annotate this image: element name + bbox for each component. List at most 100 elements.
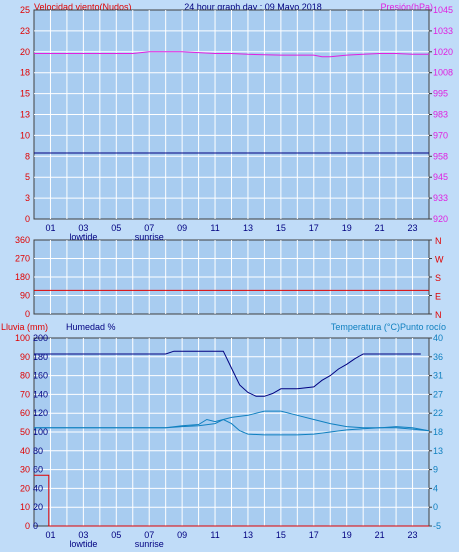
x-sub-label-lowtide: lowtide (69, 539, 97, 549)
wind-pressure-right-tick-label: 1045 (433, 5, 453, 15)
x-tick-label: 23 (408, 223, 418, 233)
wind-pressure-left-tick-label: 8 (25, 151, 30, 161)
x-tick-label: 23 (408, 530, 418, 540)
wind-direction-left-tick-label: 360 (15, 235, 30, 245)
humidity-tick-label: 200 (33, 333, 48, 343)
humidity-tick-label: 0 (33, 521, 38, 531)
wind-pressure-left-tick-label: 23 (20, 26, 30, 36)
humidity-axis-label: Humedad % (66, 322, 116, 332)
wind-pressure-right-tick-label: 1008 (433, 68, 453, 78)
rain-line (34, 474, 429, 527)
x-tick-label: 17 (309, 530, 319, 540)
wind-pressure-right-tick-label: 945 (433, 172, 448, 182)
rain-temp-right-tick-label: 0 (433, 502, 438, 512)
wind-direction-left-tick-label: 90 (20, 291, 30, 301)
wind-pressure-right-tick-label: 970 (433, 130, 448, 140)
humidity-line (34, 350, 421, 397)
rain-temp-left-tick-label: 100 (15, 333, 30, 343)
x-tick-label: 03 (78, 530, 88, 540)
x-tick-label: 21 (375, 530, 385, 540)
wind-pressure-left-tick-label: 13 (20, 110, 30, 120)
rain-temp-left-tick-label: 30 (20, 465, 30, 475)
wind-pressure-left-tick-label: 20 (20, 47, 30, 57)
pressure-axis-label: Presión(hPa) (380, 2, 433, 12)
humidity-tick-label: 180 (33, 352, 48, 362)
wind-direction-left-tick-label: 270 (15, 254, 30, 264)
rain-temp-left-tick-label: 70 (20, 389, 30, 399)
rain-temp-left-tick-label: 50 (20, 427, 30, 437)
humidity-tick-label: 80 (33, 446, 43, 456)
humidity-tick-label: 160 (33, 371, 48, 381)
wind-pressure-right-tick-label: 958 (433, 151, 448, 161)
wind-pressure-left-tick-label: 3 (25, 193, 30, 203)
rain-temp-left-tick-label: 40 (20, 446, 30, 456)
x-tick-label: 19 (342, 530, 352, 540)
rain-temp-right-tick-label: 22 (433, 408, 443, 418)
wind-pressure-right-tick-label: 933 (433, 193, 448, 203)
wind-pressure-left-tick-label: 15 (20, 89, 30, 99)
rain-temp-right-tick-label: 31 (433, 371, 443, 381)
x-tick-label: 21 (375, 223, 385, 233)
rain-temp-left-tick-label: 60 (20, 408, 30, 418)
rain-temp-right-tick-label: 9 (433, 465, 438, 475)
x-tick-label: 07 (144, 223, 154, 233)
x-tick-label: 11 (210, 223, 219, 233)
x-sub-label-sunrise: sunrise (135, 539, 164, 549)
series-lines (34, 51, 430, 527)
wind-pressure-right-tick-label: 995 (433, 89, 448, 99)
graph-title: 24 hour graph day : 09 Mayo 2018 (184, 2, 322, 12)
x-tick-label: 17 (309, 223, 319, 233)
x-tick-label: 05 (111, 530, 121, 540)
x-tick-label: 09 (177, 223, 187, 233)
humidity-tick-label: 60 (33, 465, 43, 475)
x-tick-label: 01 (45, 530, 55, 540)
wind-pressure-right-tick-label: 983 (433, 110, 448, 120)
wind-pressure-right-tick-label: 920 (433, 214, 448, 224)
wind-pressure-left-tick-label: 0 (25, 214, 30, 224)
wind-direction-left-tick-label: 0 (25, 309, 30, 319)
wind-pressure-left-tick-label: 25 (20, 5, 30, 15)
rain-temp-right-tick-label: 13 (433, 446, 443, 456)
wind-direction-left-tick-label: 180 (15, 272, 30, 282)
rain-temp-left-tick-label: 90 (20, 352, 30, 362)
pressure-line (34, 51, 429, 58)
x-tick-label: 15 (276, 223, 286, 233)
x-tick-label: 01 (45, 223, 55, 233)
wind-pressure-left-tick-label: 5 (25, 172, 30, 182)
x-tick-label: 13 (243, 223, 253, 233)
x-tick-label: 03 (78, 223, 88, 233)
wind-direction-letter: W (435, 255, 444, 265)
humidity-tick-label: 100 (33, 427, 48, 437)
wind-pressure-right-tick-label: 1033 (433, 26, 453, 36)
wind-pressure-left-tick-label: 10 (20, 130, 30, 140)
x-tick-label: 09 (177, 530, 187, 540)
x-tick-label: 15 (276, 530, 286, 540)
x-tick-label: 19 (342, 223, 352, 233)
x-tick-label: 07 (144, 530, 154, 540)
rain-temp-left-tick-label: 80 (20, 371, 30, 381)
x-sub-label-sunrise: sunrise (135, 232, 164, 242)
rain-temp-right-tick-label: 40 (433, 333, 443, 343)
rain-temp-right-tick-label: 18 (433, 427, 443, 437)
dewpoint-line (34, 418, 430, 436)
humidity-tick-label: 140 (33, 389, 48, 399)
rain-temp-right-tick-label: 27 (433, 389, 443, 399)
wind-direction-letter: S (435, 273, 441, 283)
rain-temp-left-tick-label: 10 (20, 502, 30, 512)
x-tick-label: 05 (111, 223, 121, 233)
humidity-tick-label: 40 (33, 483, 43, 493)
humidity-tick-label: 120 (33, 408, 48, 418)
grid-lines (34, 10, 429, 526)
wind-speed-axis-label: Velocidad viento(Nudos) (34, 2, 132, 12)
wind-pressure-right-tick-label: 1020 (433, 47, 453, 57)
rain-temp-right-tick-label: 4 (433, 483, 438, 493)
x-sub-label-lowtide: lowtide (69, 232, 97, 242)
rain-temp-left-tick-label: 20 (20, 483, 30, 493)
rain-axis-label: Lluvia (mm) (1, 322, 48, 332)
rain-temp-right-tick-label: -5 (433, 521, 441, 531)
rain-temp-right-tick-label: 36 (433, 352, 443, 362)
rain-temp-left-tick-label: 0 (25, 521, 30, 531)
wind-pressure-left-tick-label: 18 (20, 68, 30, 78)
x-tick-label: 13 (243, 530, 253, 540)
